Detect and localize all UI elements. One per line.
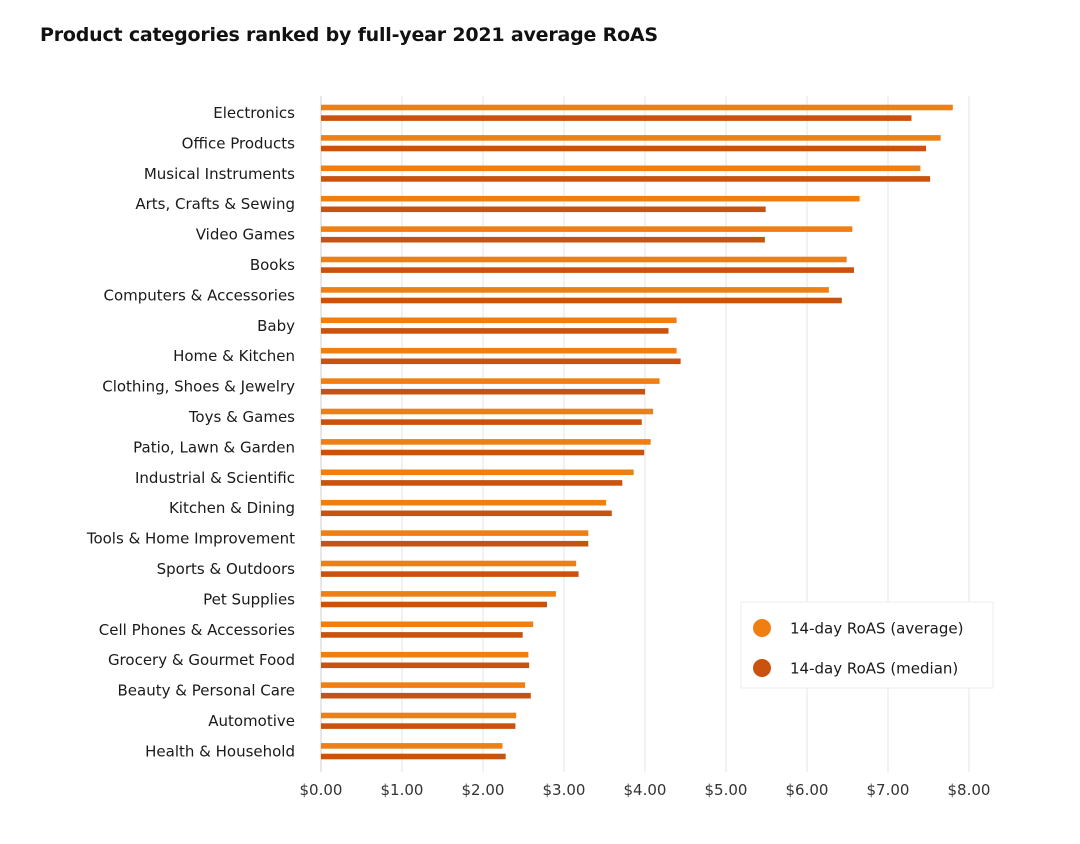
chart-title: Product categories ranked by full-year 2… — [40, 24, 658, 46]
category-label: Kitchen & Dining — [169, 499, 295, 517]
bar-median — [321, 297, 842, 304]
category-label: Cell Phones & Accessories — [99, 621, 295, 639]
category-label: Musical Instruments — [144, 165, 295, 183]
legend-swatch-median — [753, 659, 771, 677]
category-label: Video Games — [196, 226, 295, 244]
x-tick-label: $0.00 — [300, 781, 343, 799]
bar-average — [321, 469, 634, 476]
category-label: Automotive — [208, 712, 295, 730]
bar-average — [321, 104, 953, 111]
bar-average — [321, 621, 534, 628]
bar-average — [321, 439, 651, 445]
bar-average — [321, 195, 860, 202]
bar-median — [321, 540, 589, 547]
bar-average — [321, 165, 921, 172]
category-labels: Electronics Office Products Musical Instru… — [86, 104, 295, 760]
bar-median — [321, 449, 645, 456]
category-label: Pet Supplies — [203, 590, 295, 608]
bar-median — [321, 692, 531, 699]
bar-average — [321, 226, 853, 232]
bar-median — [321, 267, 854, 273]
x-tick-label: $5.00 — [705, 781, 748, 799]
x-axis-ticks: $0.00 $1.00 $2.00 $3.00 $4.00 $5.00 $6.00 $7.00… — [300, 781, 991, 799]
legend-label: 14-day RoAS (median) — [790, 660, 958, 678]
category-label: Industrial & Scientific — [135, 469, 295, 487]
bar-median — [321, 601, 547, 608]
bar-average — [321, 560, 577, 567]
bar-average — [321, 378, 660, 384]
bar-median — [321, 358, 681, 365]
bar-average — [321, 591, 556, 597]
category-label: Toys & Games — [188, 408, 295, 426]
bar-average — [321, 135, 941, 141]
x-tick-label: $6.00 — [786, 781, 829, 799]
legend-label: 14-day RoAS (average) — [790, 620, 963, 638]
bar-median — [321, 632, 523, 638]
bar-average — [321, 712, 517, 719]
bar-average — [321, 317, 677, 324]
category-label: Books — [250, 256, 295, 274]
category-label: Patio, Lawn & Garden — [133, 438, 295, 456]
bar-median — [321, 571, 579, 577]
bar-average — [321, 682, 526, 688]
bar-median — [321, 419, 642, 425]
bar-median — [321, 662, 530, 669]
bar-median — [321, 753, 506, 760]
legend-swatch-average — [753, 619, 771, 637]
legend-box — [740, 601, 994, 689]
legend: 14-day RoAS (average) 14-day RoAS (median… — [740, 601, 994, 689]
x-tick-label: $3.00 — [543, 781, 586, 799]
bar-average — [321, 530, 589, 536]
x-tick-label: $7.00 — [867, 781, 910, 799]
category-label: Grocery & Gourmet Food — [108, 651, 295, 669]
bar-median — [321, 206, 766, 213]
x-tick-label: $1.00 — [381, 781, 424, 799]
bar-median — [321, 510, 612, 517]
category-label: Baby — [257, 317, 295, 335]
x-tick-label: $2.00 — [462, 781, 505, 799]
bar-average — [321, 347, 677, 354]
bar-average — [321, 287, 829, 293]
category-label: Computers & Accessories — [103, 286, 295, 304]
bar-average — [321, 256, 847, 263]
category-label: Tools & Home Improvement — [86, 530, 295, 548]
bar-median — [321, 145, 927, 152]
category-label: Clothing, Shoes & Jewelry — [102, 378, 295, 396]
category-label: Home & Kitchen — [173, 347, 295, 365]
x-tick-label: $8.00 — [948, 781, 991, 799]
bar-average — [321, 408, 654, 415]
bar-median — [321, 115, 912, 121]
bar-median — [321, 236, 765, 243]
bar-median — [321, 480, 623, 486]
category-label: Arts, Crafts & Sewing — [135, 195, 295, 213]
bar-average — [321, 743, 503, 749]
category-label: Office Products — [182, 134, 296, 152]
bar-median — [321, 176, 931, 182]
category-label: Electronics — [213, 104, 295, 122]
bar-median — [321, 388, 645, 395]
x-tick-label: $4.00 — [624, 781, 667, 799]
bar-median — [321, 723, 516, 729]
category-label: Health & Household — [145, 742, 295, 760]
bar-average — [321, 651, 529, 658]
category-label: Sports & Outdoors — [157, 560, 296, 578]
bar-median — [321, 328, 669, 334]
bars — [321, 104, 953, 760]
category-label: Beauty & Personal Care — [118, 682, 295, 700]
bar-average — [321, 499, 607, 506]
